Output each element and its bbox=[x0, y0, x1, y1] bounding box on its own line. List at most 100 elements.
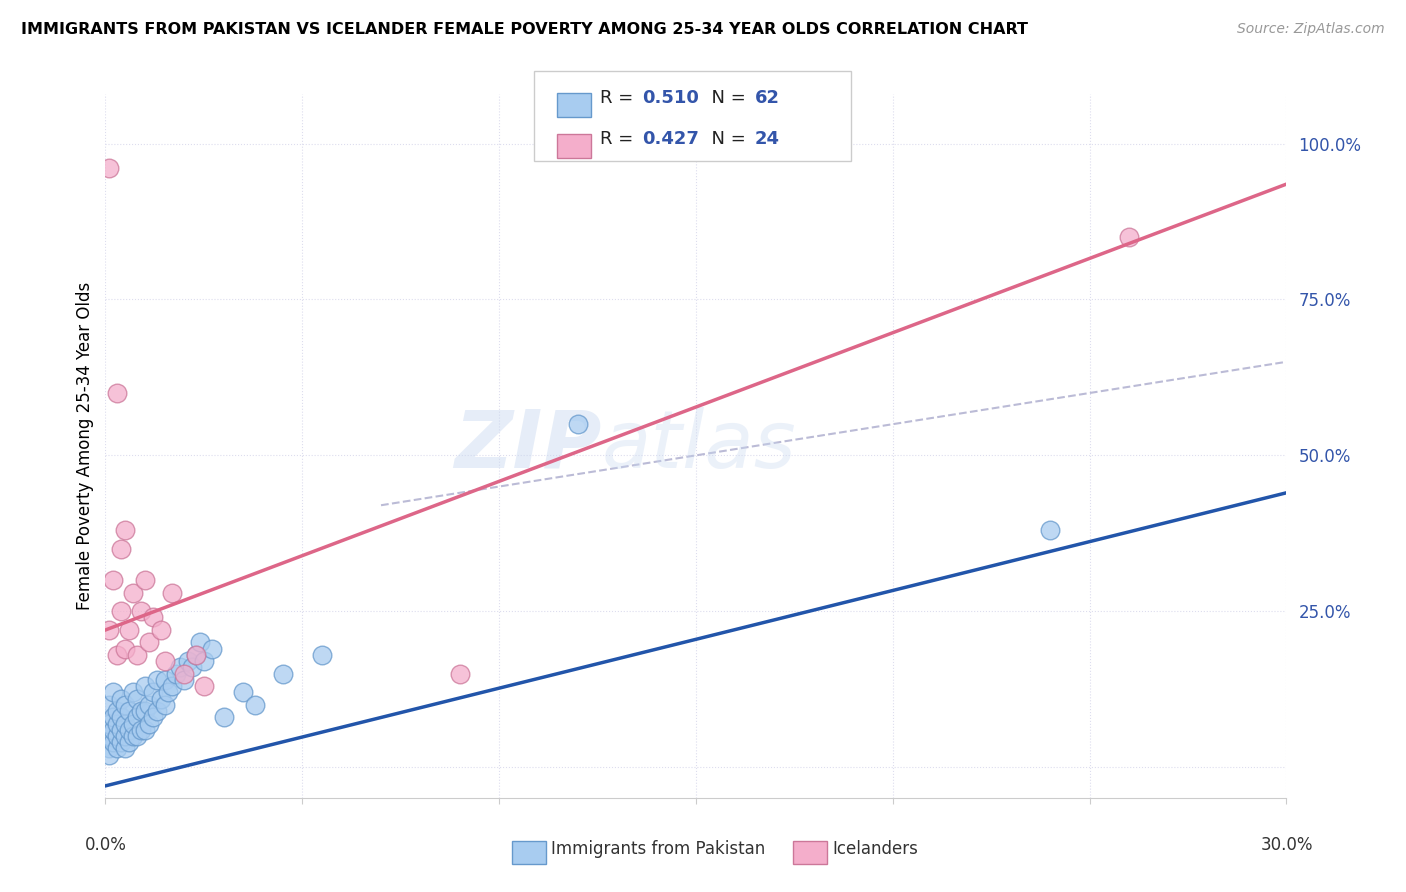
Point bbox=[173, 673, 195, 687]
Point bbox=[122, 685, 145, 699]
Point bbox=[149, 691, 172, 706]
Point bbox=[311, 648, 333, 662]
Point bbox=[105, 729, 128, 743]
Point bbox=[105, 704, 128, 718]
Point bbox=[134, 679, 156, 693]
Point bbox=[181, 660, 204, 674]
Point bbox=[134, 704, 156, 718]
Text: 0.0%: 0.0% bbox=[84, 836, 127, 854]
Point bbox=[125, 648, 148, 662]
Point bbox=[122, 716, 145, 731]
Point bbox=[193, 679, 215, 693]
Point bbox=[118, 735, 141, 749]
Point bbox=[142, 610, 165, 624]
Text: 0.510: 0.510 bbox=[643, 89, 699, 107]
Text: IMMIGRANTS FROM PAKISTAN VS ICELANDER FEMALE POVERTY AMONG 25-34 YEAR OLDS CORRE: IMMIGRANTS FROM PAKISTAN VS ICELANDER FE… bbox=[21, 22, 1028, 37]
Point bbox=[169, 660, 191, 674]
Point bbox=[103, 685, 125, 699]
Text: R =: R = bbox=[600, 89, 640, 107]
Point bbox=[145, 673, 167, 687]
Point bbox=[98, 716, 121, 731]
Point bbox=[153, 698, 176, 712]
Point bbox=[103, 573, 125, 587]
Point bbox=[138, 716, 160, 731]
Point bbox=[105, 386, 128, 401]
Text: Icelanders: Icelanders bbox=[832, 840, 918, 858]
Point bbox=[110, 723, 132, 737]
Point bbox=[145, 704, 167, 718]
Point bbox=[98, 729, 121, 743]
Point bbox=[138, 698, 160, 712]
Text: 62: 62 bbox=[755, 89, 780, 107]
Point bbox=[125, 691, 148, 706]
Point bbox=[153, 673, 176, 687]
Point bbox=[129, 704, 152, 718]
Point bbox=[449, 666, 471, 681]
Point bbox=[103, 710, 125, 724]
Point bbox=[271, 666, 294, 681]
Point bbox=[188, 635, 211, 649]
Point bbox=[98, 747, 121, 762]
Text: 24: 24 bbox=[755, 130, 780, 148]
Point bbox=[114, 716, 136, 731]
Text: N =: N = bbox=[700, 130, 752, 148]
Point bbox=[138, 635, 160, 649]
Point bbox=[129, 604, 152, 618]
Point bbox=[110, 735, 132, 749]
Point bbox=[232, 685, 254, 699]
Point bbox=[110, 604, 132, 618]
Point bbox=[177, 654, 200, 668]
Point bbox=[118, 623, 141, 637]
Point bbox=[1118, 230, 1140, 244]
Point bbox=[105, 648, 128, 662]
Text: N =: N = bbox=[700, 89, 752, 107]
Point bbox=[162, 585, 184, 599]
Point bbox=[114, 641, 136, 656]
Point bbox=[142, 685, 165, 699]
Point bbox=[110, 691, 132, 706]
Point bbox=[184, 648, 207, 662]
Point bbox=[103, 723, 125, 737]
Point bbox=[134, 723, 156, 737]
Point bbox=[122, 729, 145, 743]
Point bbox=[125, 710, 148, 724]
Point bbox=[114, 698, 136, 712]
Text: 30.0%: 30.0% bbox=[1260, 836, 1313, 854]
Point bbox=[153, 654, 176, 668]
Point bbox=[165, 666, 187, 681]
Point bbox=[98, 161, 121, 176]
Point bbox=[162, 679, 184, 693]
Point bbox=[173, 666, 195, 681]
Point bbox=[193, 654, 215, 668]
Point bbox=[243, 698, 266, 712]
Point bbox=[184, 648, 207, 662]
Text: atlas: atlas bbox=[602, 407, 796, 485]
Point bbox=[142, 710, 165, 724]
Point bbox=[110, 541, 132, 556]
Text: Source: ZipAtlas.com: Source: ZipAtlas.com bbox=[1237, 22, 1385, 37]
Point bbox=[212, 710, 235, 724]
Point bbox=[157, 685, 180, 699]
Point bbox=[114, 741, 136, 756]
Point bbox=[122, 585, 145, 599]
Point bbox=[114, 729, 136, 743]
Point bbox=[98, 698, 121, 712]
Point bbox=[105, 716, 128, 731]
Point bbox=[567, 417, 589, 432]
Point bbox=[118, 723, 141, 737]
Text: 0.427: 0.427 bbox=[643, 130, 699, 148]
Point bbox=[125, 729, 148, 743]
Y-axis label: Female Poverty Among 25-34 Year Olds: Female Poverty Among 25-34 Year Olds bbox=[76, 282, 94, 610]
Text: Immigrants from Pakistan: Immigrants from Pakistan bbox=[551, 840, 765, 858]
Point bbox=[201, 641, 224, 656]
Point bbox=[129, 723, 152, 737]
Point bbox=[110, 710, 132, 724]
Point bbox=[149, 623, 172, 637]
Point bbox=[103, 735, 125, 749]
Point bbox=[1039, 523, 1062, 537]
Point bbox=[98, 741, 121, 756]
Text: R =: R = bbox=[600, 130, 640, 148]
Point bbox=[114, 523, 136, 537]
Text: ZIP: ZIP bbox=[454, 407, 602, 485]
Point bbox=[105, 741, 128, 756]
